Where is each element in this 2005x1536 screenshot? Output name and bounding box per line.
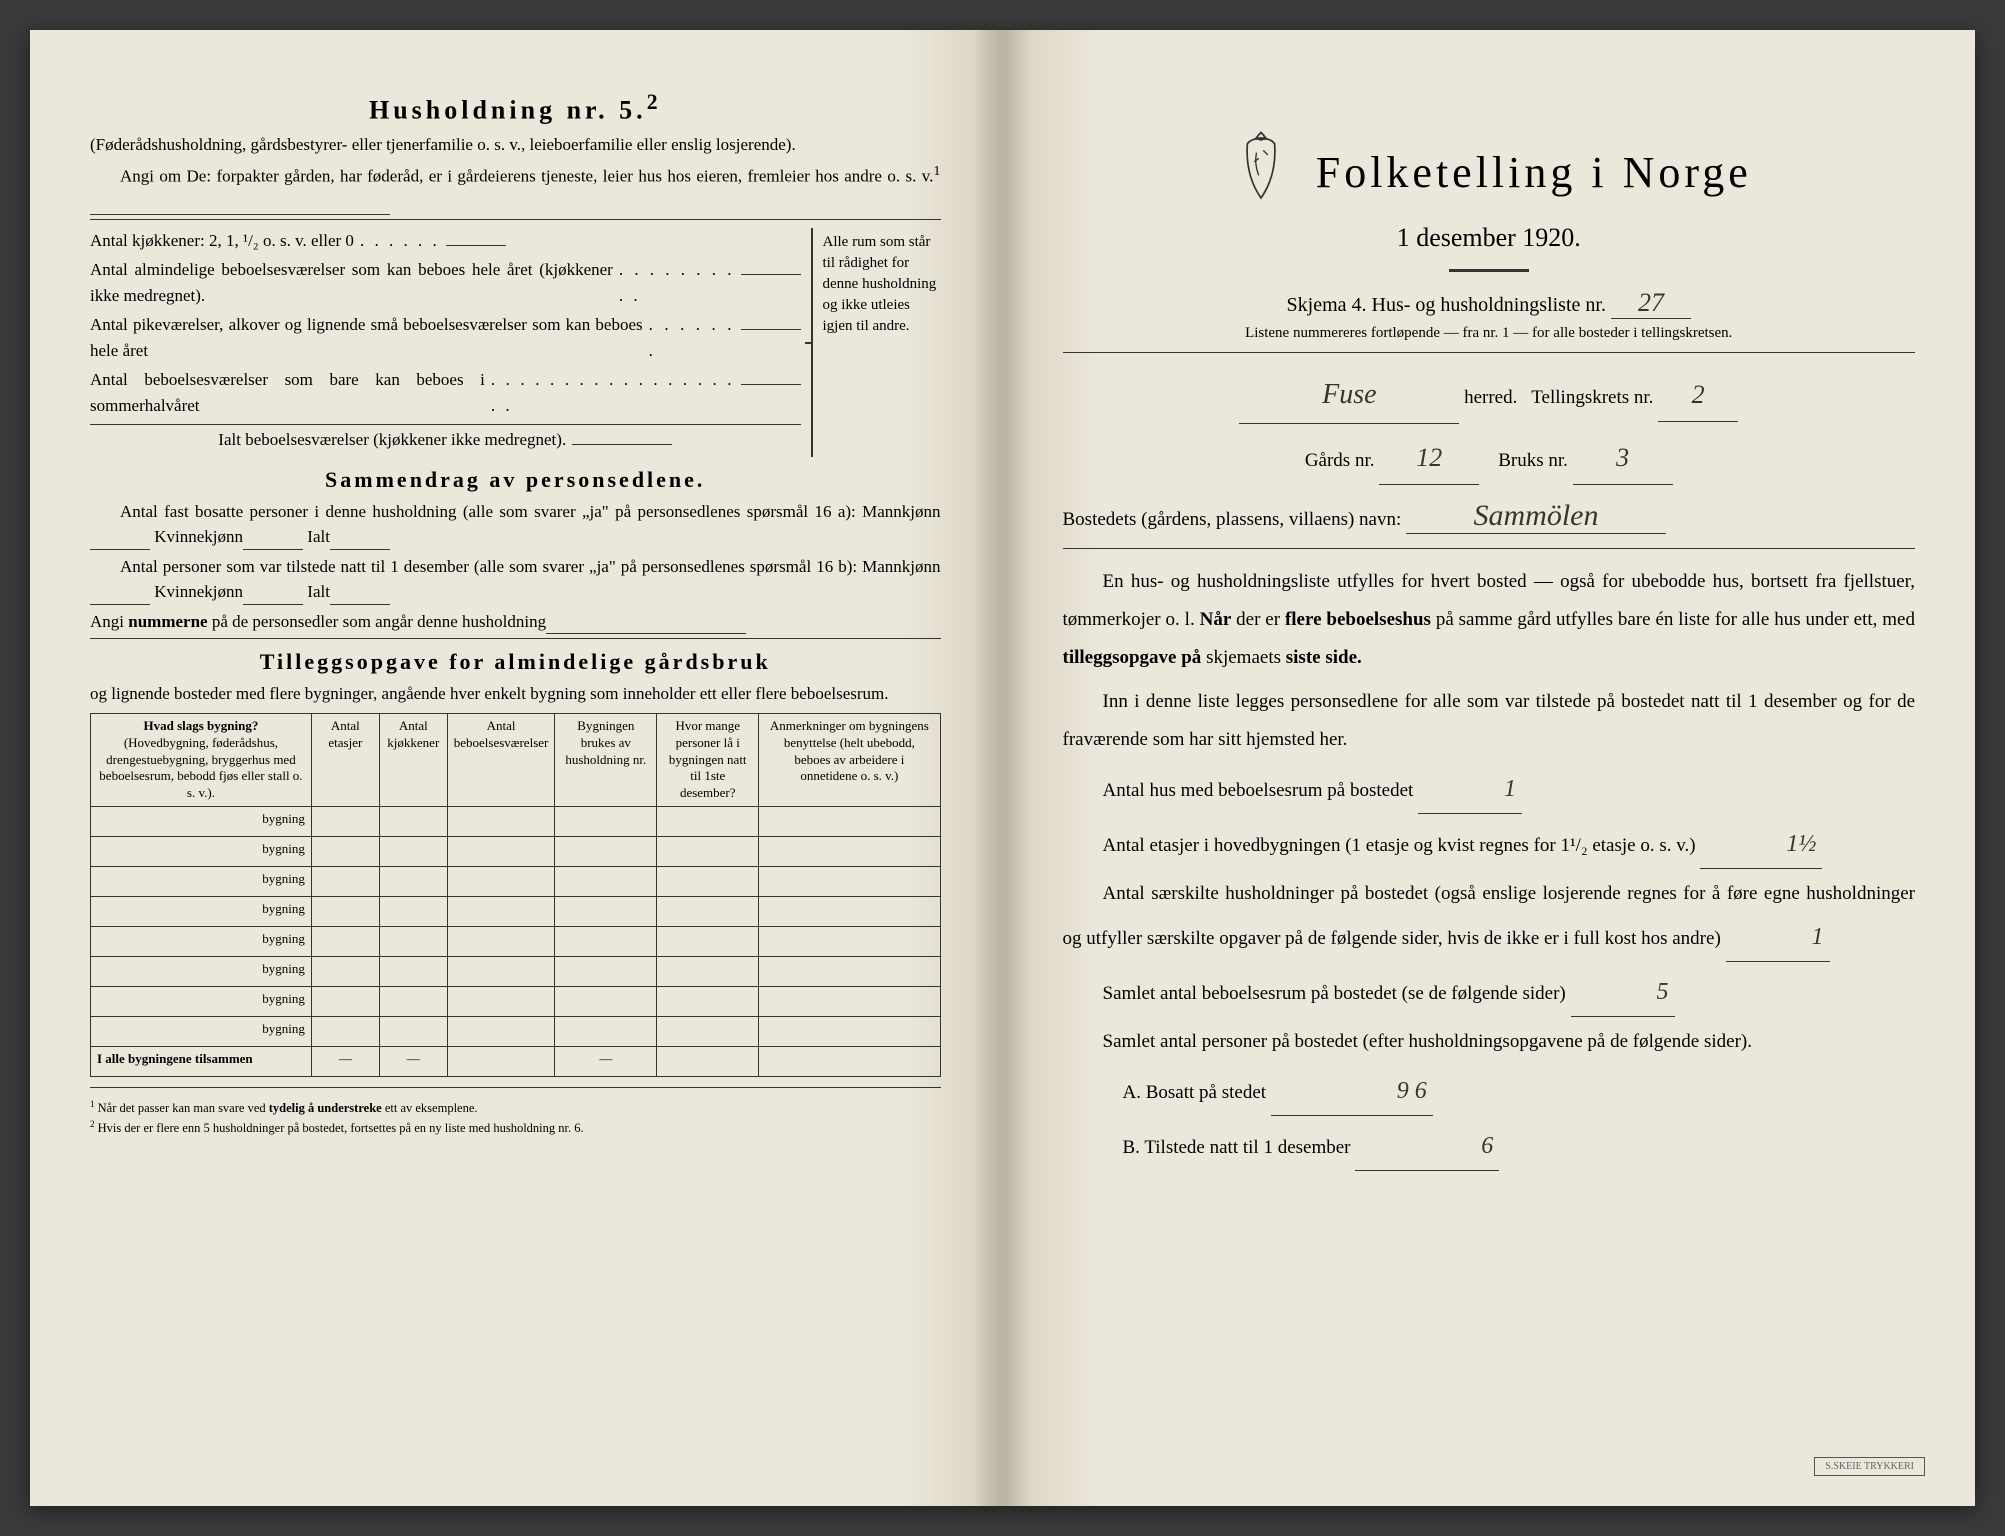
th-usedby: Bygningen brukes av husholdning nr. [555, 713, 657, 806]
th-notes: Anmerkninger om bygningens benyttelse (h… [759, 713, 940, 806]
building-table: Hvad slags bygning? (Hovedbygning, føder… [90, 713, 941, 1077]
rooms-line-1: Antal almindelige beboelsesværelser som … [90, 257, 613, 308]
intro-text-2: Angi om De: forpakter gården, har føderå… [90, 161, 941, 215]
title-row: Folketelling i Norge [1063, 130, 1916, 215]
q5: Samlet antal personer på bostedet (efter… [1063, 1023, 1916, 1061]
summary-heading: Sammendrag av personsedlene. [90, 467, 941, 493]
q4: Samlet antal beboelsesrum på bostedet (s… [1063, 968, 1916, 1017]
printer-stamp: S.SKEIE TRYKKERI [1814, 1457, 1925, 1476]
household-heading: Husholdning nr. 5.2 [90, 90, 941, 126]
table-row: bygning [91, 1017, 941, 1047]
table-row: bygning [91, 987, 941, 1017]
rooms-line-3: Antal beboelsesværelser som bare kan beb… [90, 367, 485, 418]
census-date: 1 desember 1920. [1063, 223, 1916, 253]
resident-line-1: Antal fast bosatte personer i denne hush… [90, 499, 941, 550]
angi-nummerne: Angi nummerne på de personsedler som ang… [90, 609, 941, 635]
qB: B. Tilstede natt til 1 desember 6 [1063, 1122, 1916, 1171]
footnotes: 1 Når det passer kan man svare ved tydel… [90, 1098, 941, 1138]
instructions: En hus- og husholdningsliste utfylles fo… [1063, 563, 1916, 1171]
table-row: bygning [91, 837, 941, 867]
th-rooms: Antal beboelsesværelser [447, 713, 555, 806]
table-footer-label: I alle bygningene tilsammen [91, 1047, 312, 1077]
table-row: bygning [91, 867, 941, 897]
brace-note: Alle rum som står til rådighet for denne… [811, 228, 941, 457]
table-row: bygning [91, 957, 941, 987]
bosted-line: Bostedets (gårdens, plassens, villaens) … [1063, 499, 1916, 534]
th-persons: Hvor mange personer lå i bygningen natt … [657, 713, 759, 806]
rooms-line-2: Antal pikeværelser, alkover og lignende … [90, 312, 643, 363]
rooms-total: Ialt beboelsesværelser (kjøkkener ikke m… [218, 427, 566, 453]
th-kitchens: Antal kjøkkener [379, 713, 447, 806]
main-title: Folketelling i Norge [1316, 147, 1752, 198]
left-page: Husholdning nr. 5.2 (Føderådshusholdning… [30, 30, 1003, 1506]
th-building-type: Hvad slags bygning? (Hovedbygning, føder… [91, 713, 312, 806]
table-row: bygning [91, 927, 941, 957]
table-row: bygning [91, 897, 941, 927]
rooms-brace-section: Antal kjøkkener: 2, 1, ¹/₂ o. s. v. elle… [90, 228, 941, 457]
supplement-heading: Tilleggsopgave for almindelige gårdsbruk [90, 649, 941, 675]
census-document-spread: Husholdning nr. 5.2 (Føderådshusholdning… [30, 30, 1975, 1506]
q3: Antal særskilte husholdninger på bostede… [1063, 875, 1916, 962]
kitchens-line: Antal kjøkkener: 2, 1, ¹/₂ o. s. v. elle… [90, 228, 354, 254]
gards-line: Gårds nr. 12 Bruks nr. 3 [1063, 432, 1916, 485]
th-floors: Antal etasjer [311, 713, 379, 806]
q2: Antal etasjer i hovedbygningen (1 etasje… [1063, 820, 1916, 869]
qA: A. Bosatt på stedet 9 6 [1063, 1067, 1916, 1116]
divider [1449, 269, 1529, 272]
q1: Antal hus med beboelsesrum på bostedet 1 [1063, 765, 1916, 814]
herred-line: Fuse herred. Tellingskrets nr. 2 [1063, 367, 1916, 424]
coat-of-arms-icon [1226, 130, 1296, 215]
intro-text-1: (Føderådshusholdning, gårdsbestyrer- ell… [90, 132, 941, 158]
table-row: bygning [91, 807, 941, 837]
resident-line-2: Antal personer som var tilstede natt til… [90, 554, 941, 605]
supplement-sub: og lignende bosteder med flere bygninger… [90, 681, 941, 707]
list-note: Listene nummereres fortløpende — fra nr.… [1063, 325, 1916, 342]
form-line: Skjema 4. Hus- og husholdningsliste nr. … [1063, 288, 1916, 319]
right-page: Folketelling i Norge 1 desember 1920. Sk… [1003, 30, 1976, 1506]
